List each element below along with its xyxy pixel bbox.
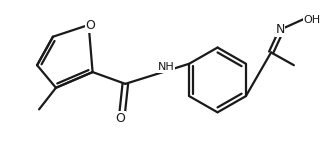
Text: N: N [275,23,285,36]
Text: O: O [115,112,125,125]
Text: O: O [86,19,95,32]
Text: OH: OH [303,15,320,25]
Text: NH: NH [158,62,174,72]
